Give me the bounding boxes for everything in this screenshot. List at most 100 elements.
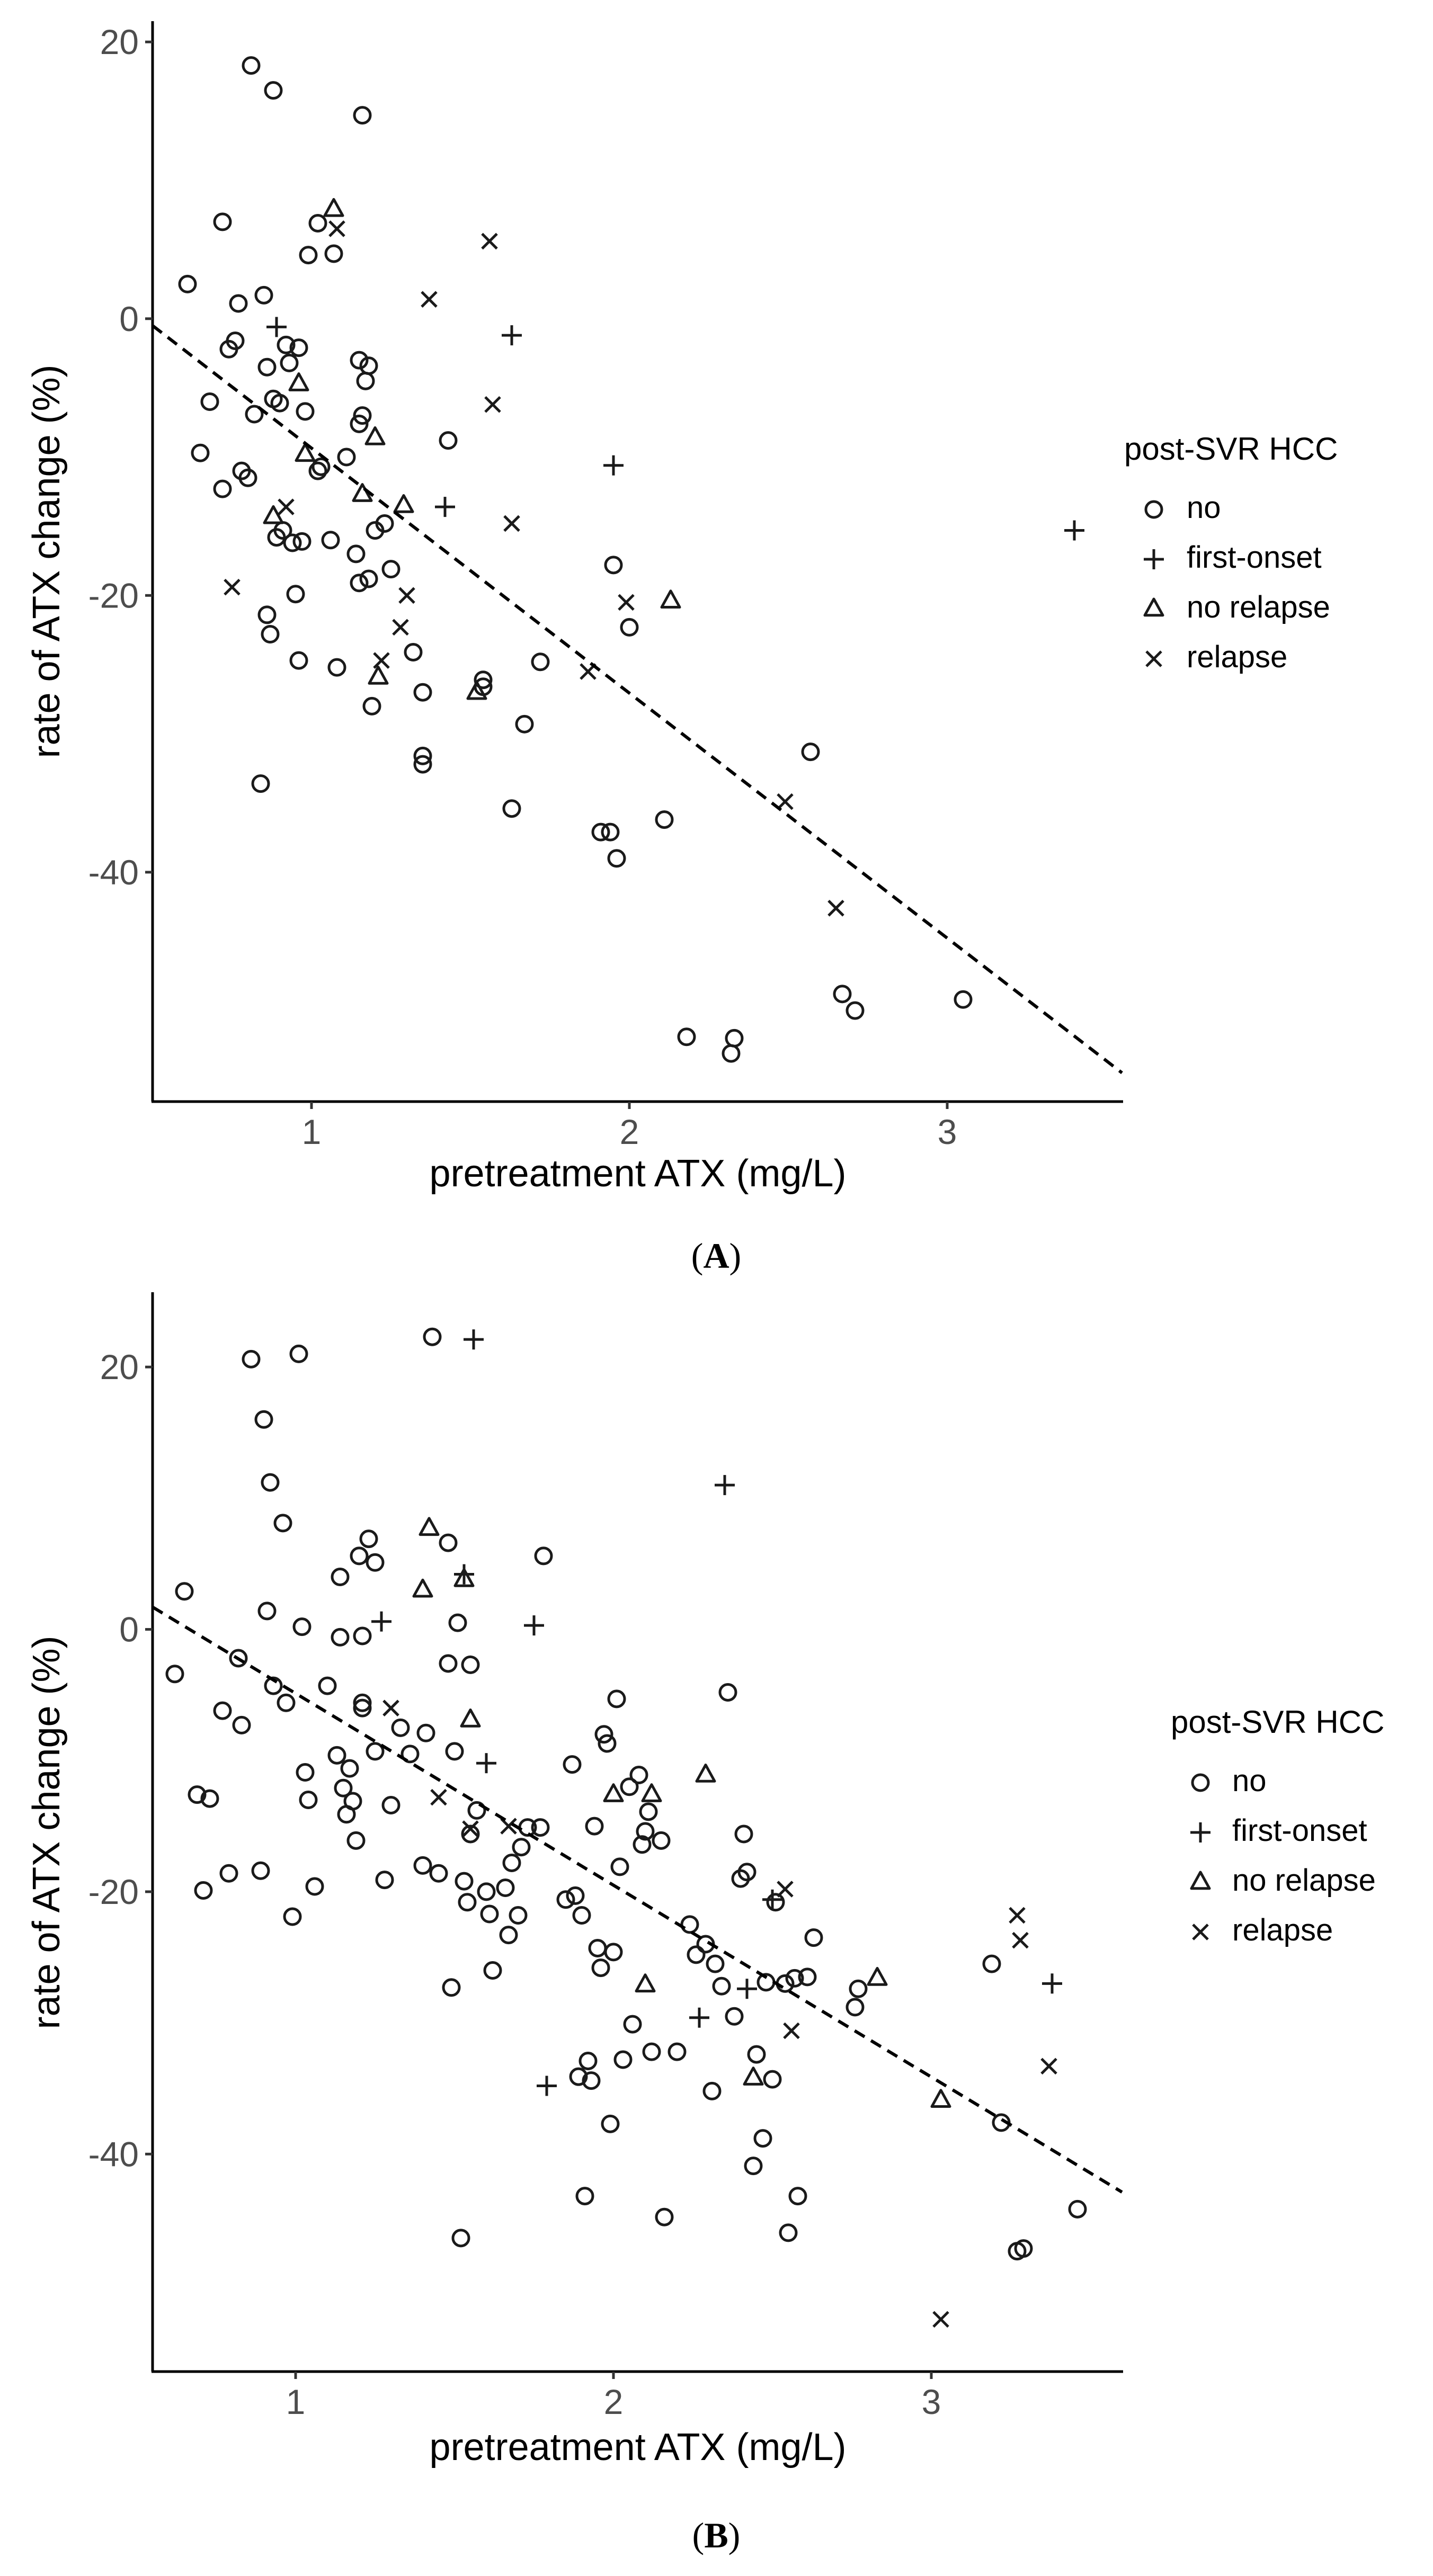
panel-b-point-no-102 bbox=[712, 1976, 731, 1996]
panel-b-legend-relapse-marker bbox=[1192, 1924, 1209, 1940]
panel-b-caption-letter: B bbox=[704, 2515, 728, 2555]
panel-b-point-first-onset-2 bbox=[464, 1329, 484, 1350]
panel-a-point-no-6 bbox=[226, 332, 245, 351]
panel-b-ytick-label-20: 20 bbox=[100, 1347, 139, 1387]
panel-a-legend-first-onset-marker bbox=[1144, 549, 1164, 569]
panel-b-point-no-72 bbox=[569, 2067, 588, 2086]
panel-b-point-no-107 bbox=[737, 1863, 756, 1882]
panel-a-point-no-63 bbox=[604, 556, 623, 575]
panel-a-point-no-35 bbox=[324, 244, 343, 263]
panel-b-point-no-83 bbox=[604, 1943, 623, 1962]
panel-a-legend: post-SVR HCC no first-onset no relapse r… bbox=[1124, 431, 1338, 674]
panel-a-point-no-11 bbox=[245, 405, 264, 424]
panel-b-point-no-50 bbox=[445, 1742, 464, 1761]
panel-b-caption: (B) bbox=[692, 2515, 741, 2555]
panel-b-point-no-61 bbox=[496, 1879, 515, 1898]
panel-a-point-no-61 bbox=[591, 822, 610, 842]
panel-b-legend-relapse: relapse bbox=[1232, 1913, 1333, 1947]
panel-b-point-no-82 bbox=[601, 2114, 620, 2133]
panel-b-point-no-76 bbox=[582, 2071, 601, 2090]
panel-b-x-ticks: 1 2 3 bbox=[286, 2372, 941, 2421]
panel-b-point-no-91 bbox=[636, 1822, 655, 1841]
panel-b-trend-line bbox=[152, 1605, 1123, 2194]
panel-a-point-no-4 bbox=[213, 479, 232, 498]
panel-a-point-first-onset-1 bbox=[435, 497, 455, 517]
panel-b-point-no-1 bbox=[175, 1582, 194, 1601]
panel-b-point-no-69 bbox=[556, 1890, 575, 1909]
panel-a-point-no-71 bbox=[833, 985, 852, 1004]
panel-b-point-no-15 bbox=[273, 1514, 292, 1533]
panel-b-ytick-label-40: -40 bbox=[88, 2134, 139, 2174]
panel-b-point-no-relapse-4 bbox=[603, 1783, 624, 1802]
panel-b-legend: post-SVR HCC no first-onset no relapse r… bbox=[1171, 1704, 1384, 1947]
panel-b-point-no-60 bbox=[483, 1961, 502, 1980]
panel-b-point-no-79 bbox=[591, 1958, 610, 1978]
panel-b-point-no-103 bbox=[718, 1683, 737, 1702]
panel-a-point-no-15 bbox=[257, 605, 277, 624]
panel-b-point-no-relapse-3 bbox=[460, 1708, 481, 1728]
panel-b-legend-no-relapse-marker bbox=[1190, 1871, 1211, 1890]
panel-a-xtick-label-1: 1 bbox=[302, 1112, 322, 1151]
panel-a-point-relapse-3 bbox=[373, 652, 390, 669]
panel-b-point-no-relapse-9 bbox=[867, 1966, 888, 1986]
panel-b-point-no-relapse-2 bbox=[453, 1568, 475, 1587]
panel-a-legend-title: post-SVR HCC bbox=[1124, 431, 1338, 467]
panel-b-point-no-46 bbox=[429, 1864, 448, 1883]
panel-b-point-no-73 bbox=[572, 1906, 591, 1925]
panel-a-point-no-70 bbox=[801, 743, 820, 762]
panel-b-point-no-63 bbox=[502, 1853, 521, 1872]
panel-a-point-no-65 bbox=[620, 618, 639, 637]
panel-a-legend-no-relapse: no relapse bbox=[1187, 590, 1330, 624]
panel-b-point-no-122 bbox=[982, 1954, 1001, 1973]
panel-b-point-no-41 bbox=[391, 1718, 410, 1737]
panel-b-point-no-89 bbox=[629, 1765, 648, 1784]
panel-a-point-no-52 bbox=[413, 683, 432, 702]
panel-a-point-first-onset-4 bbox=[1064, 520, 1084, 541]
panel-b-point-no-52 bbox=[451, 2229, 470, 2248]
panel-b-point-no-87 bbox=[620, 1777, 639, 1796]
panel-b-point-no-49 bbox=[442, 1978, 461, 1997]
panel-b-point-no-65 bbox=[512, 1838, 531, 1857]
panel-a-x-axis-label: pretreatment ATX (mg/L) bbox=[430, 1152, 847, 1195]
panel-b-point-no-5 bbox=[213, 1701, 232, 1720]
panel-b-point-no-51 bbox=[448, 1613, 467, 1632]
panel-b-point-no-7 bbox=[229, 1649, 248, 1668]
panel-b-point-no-62 bbox=[499, 1926, 518, 1945]
panel-b-point-no-32 bbox=[350, 1546, 369, 1566]
panel-b-point-no-121 bbox=[849, 1979, 868, 1998]
panel-b-point-no-4 bbox=[200, 1789, 219, 1808]
panel-a-point-no-32 bbox=[308, 461, 327, 480]
panel-a-point-no-49 bbox=[375, 514, 394, 533]
panel-a-legend-relapse-marker bbox=[1145, 650, 1162, 667]
panel-b-point-no-9 bbox=[242, 1349, 261, 1368]
panel-a-point-no-relapse-2 bbox=[295, 443, 316, 462]
panel-a: 20 0 -20 -40 1 2 3 pretreatment ATX (mg/L) ra… bbox=[25, 21, 1338, 1276]
panel-b-point-no-112 bbox=[763, 2070, 782, 2089]
panel-a-point-no-13 bbox=[254, 285, 273, 305]
panel-b-point-no-64 bbox=[509, 1906, 528, 1925]
panel-b-point-first-onset-0 bbox=[371, 1611, 391, 1632]
panel-b-point-no-80 bbox=[594, 1725, 613, 1744]
panel-b-point-relapse-9 bbox=[1040, 2058, 1057, 2075]
panel-b-xtick-label-1: 1 bbox=[286, 2382, 306, 2421]
panel-a-point-relapse-2 bbox=[328, 220, 345, 237]
panel-a-point-no-34 bbox=[321, 531, 340, 550]
panel-b-x-axis-label: pretreatment ATX (mg/L) bbox=[430, 2426, 847, 2468]
panel-b-point-no-16 bbox=[277, 1693, 296, 1712]
panel-b-point-no-23 bbox=[318, 1676, 337, 1695]
panel-a-ytick-label-20: -20 bbox=[88, 576, 139, 615]
panel-a-point-relapse-7 bbox=[481, 232, 498, 250]
panel-b-legend-first-onset-marker bbox=[1190, 1822, 1211, 1842]
panel-b-point-no-34 bbox=[353, 1698, 372, 1718]
panel-b-point-no-108 bbox=[744, 2157, 763, 2176]
panel-a-point-no-relapse-5 bbox=[364, 426, 386, 445]
panel-b-point-first-onset-10 bbox=[1042, 1973, 1062, 1994]
panel-b-point-no-21 bbox=[299, 1791, 318, 1810]
panel-b-point-relapse-6 bbox=[932, 2311, 949, 2328]
panel-b-point-first-onset-7 bbox=[715, 1475, 735, 1496]
panel-b-point-no-116 bbox=[785, 1969, 804, 1988]
panel-a-point-no-14 bbox=[257, 357, 277, 377]
panel-b-point-no-77 bbox=[585, 1817, 604, 1836]
panel-a-point-no-3 bbox=[213, 212, 232, 231]
panel-b-point-no-115 bbox=[779, 2223, 798, 2242]
